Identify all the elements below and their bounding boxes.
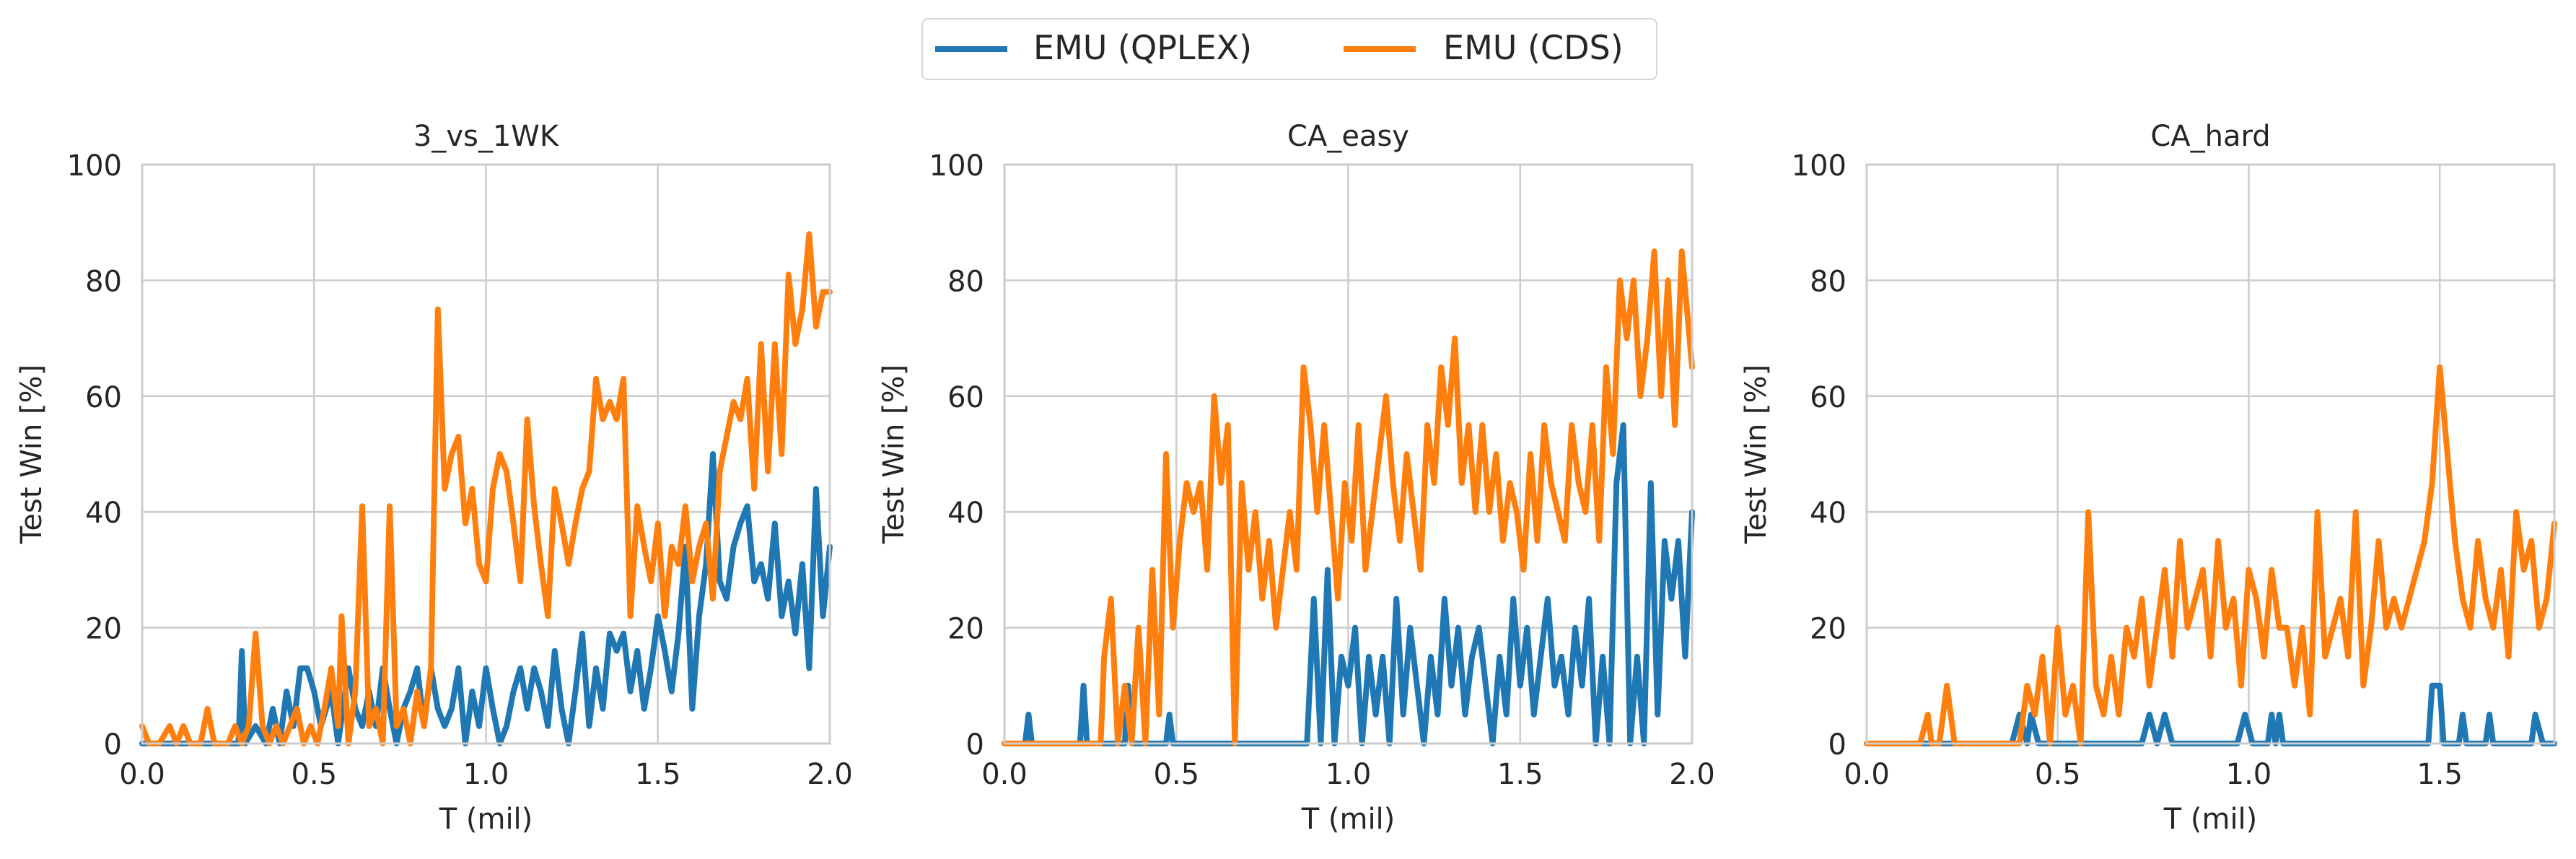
x-tick-label: 1.5 <box>1497 758 1543 791</box>
y-axis-label: Test Win [%] <box>877 365 911 545</box>
y-tick-label: 0 <box>104 728 122 762</box>
y-tick-label: 40 <box>947 497 984 530</box>
x-tick-label: 0.0 <box>981 758 1028 791</box>
series-line-qplex <box>139 451 833 746</box>
y-axis-label: Test Win [%] <box>15 365 48 545</box>
chart-panel-1: 0 20 40 60 80 100 0.0 0.5 1.0 1.5 2.0 3_vs_1WK T (mi… <box>15 120 853 836</box>
chart-title: CA_easy <box>1287 120 1409 153</box>
y-tick-label: 100 <box>929 149 984 183</box>
y-tick-label: 60 <box>947 381 984 414</box>
y-tick-label: 40 <box>1810 497 1846 530</box>
x-tick-label: 1.0 <box>2226 758 2272 791</box>
chart-panels: 0 20 40 60 80 100 0.0 0.5 1.0 1.5 2.0 3_vs_1WK T (mi… <box>15 120 2557 836</box>
series-line-cds <box>139 231 833 746</box>
y-tick-label: 60 <box>85 381 122 414</box>
x-tick-label: 0.5 <box>2035 758 2081 791</box>
x-axis-label: T (mil) <box>2163 803 2258 836</box>
x-tick-label: 0.5 <box>1153 758 1199 791</box>
y-tick-label: 20 <box>947 613 984 646</box>
x-tick-label: 0.5 <box>291 758 337 791</box>
chart-title: 3_vs_1WK <box>413 120 560 153</box>
y-tick-label: 80 <box>1810 265 1846 298</box>
chart-panel-2: 0 20 40 60 80 100 0.0 0.5 1.0 1.5 2.0 CA_easy T (mil… <box>877 120 1715 836</box>
x-tick-label: 1.5 <box>635 758 681 791</box>
y-axis-label: Test Win [%] <box>1740 365 1773 545</box>
x-axis-label: T (mil) <box>439 803 533 836</box>
x-tick-label: 2.0 <box>1669 758 1715 791</box>
chart-panel-3: 0 20 40 60 80 100 0.0 0.5 1.0 1.5 CA_hard T (mil) Te… <box>1740 120 2557 836</box>
x-tick-label: 1.0 <box>1326 758 1372 791</box>
series-line-qplex <box>1002 422 1695 746</box>
legend: EMU (QPLEX) EMU (CDS) <box>921 18 1657 80</box>
y-tick-label: 20 <box>1810 613 1846 646</box>
x-tick-label: 0.0 <box>119 758 165 791</box>
x-tick-label: 0.0 <box>1844 758 1890 791</box>
chart-title: CA_hard <box>2150 120 2270 153</box>
y-tick-label: 0 <box>1828 728 1846 762</box>
y-tick-label: 40 <box>85 497 122 530</box>
y-tick-label: 0 <box>966 728 984 762</box>
x-axis-label: T (mil) <box>1301 803 1396 836</box>
y-tick-label: 80 <box>947 265 984 298</box>
y-tick-label: 100 <box>67 149 122 183</box>
y-tick-label: 20 <box>85 613 122 646</box>
y-tick-label: 80 <box>85 265 122 298</box>
x-tick-label: 2.0 <box>807 758 853 791</box>
legend-label-qplex: EMU (QPLEX) <box>1033 28 1252 67</box>
axes-frame <box>1865 163 2556 745</box>
axes-frame <box>1003 163 1694 745</box>
y-tick-label: 60 <box>1810 381 1846 414</box>
series-line-cds <box>1002 248 1695 746</box>
series-line-cds <box>1864 364 2557 746</box>
y-tick-label: 100 <box>1792 149 1846 183</box>
legend-frame <box>921 18 1657 80</box>
axes-frame <box>141 163 831 745</box>
x-tick-label: 1.5 <box>2417 758 2463 791</box>
legend-label-cds: EMU (CDS) <box>1443 28 1624 67</box>
x-tick-label: 1.0 <box>463 758 509 791</box>
